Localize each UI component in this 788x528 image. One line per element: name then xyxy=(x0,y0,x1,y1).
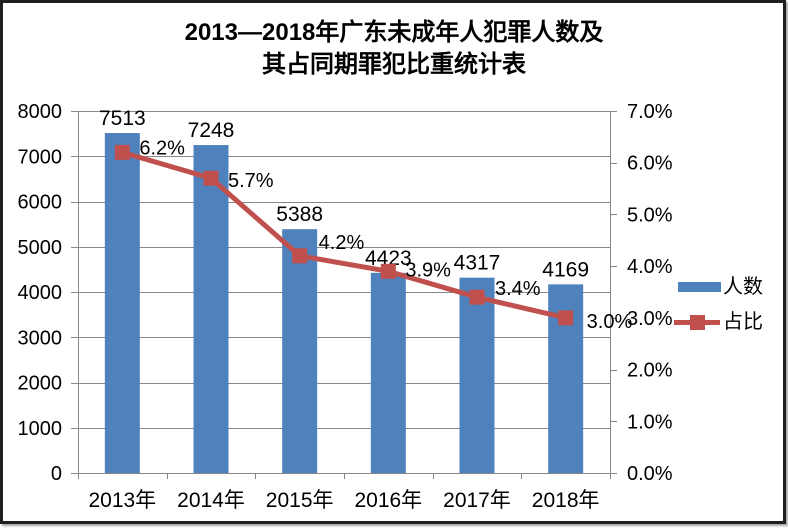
bar-value-label: 4423 xyxy=(365,247,412,270)
line-value-label: 3.9% xyxy=(405,259,451,281)
bar-value-label: 4169 xyxy=(542,258,589,281)
left-axis-tick-label: 8000 xyxy=(18,101,63,123)
x-axis-category-label: 2013年 xyxy=(88,489,156,512)
bar-value-label: 7513 xyxy=(99,107,146,130)
left-axis-tick-label: 3000 xyxy=(18,327,63,349)
bar-2017年 xyxy=(459,277,495,473)
legend-label-zhanbi: 占比 xyxy=(723,311,763,333)
x-axis-category-label: 2018年 xyxy=(532,489,600,512)
legend-line-marker-icon xyxy=(690,315,705,330)
bar-2014年 xyxy=(193,145,229,473)
bar-2013年 xyxy=(104,133,140,473)
x-axis-category-label: 2016年 xyxy=(354,489,422,512)
line-value-label: 3.4% xyxy=(495,278,541,300)
line-marker-2013年 xyxy=(114,144,130,160)
bar-2015年 xyxy=(282,229,318,473)
chart-title: 2013—2018年广东未成年人犯罪人数及 其占同期罪犯比重统计表 xyxy=(0,17,788,81)
left-axis-tick-label: 4000 xyxy=(18,282,63,304)
line-marker-2017年 xyxy=(469,289,485,305)
right-axis-tick-label: 6.0% xyxy=(627,153,673,175)
right-axis-tick-label: 1.0% xyxy=(627,411,673,433)
x-axis-category-label: 2015年 xyxy=(266,489,334,512)
bar-value-label: 7248 xyxy=(188,119,235,142)
right-axis-tick-label: 3.0% xyxy=(627,308,673,330)
line-value-label: 5.7% xyxy=(228,170,274,192)
bar-2016年 xyxy=(370,272,406,473)
line-marker-2014年 xyxy=(203,170,219,186)
percentage-line xyxy=(121,149,567,321)
left-axis-tick-label: 0 xyxy=(51,463,62,485)
legend-bar-swatch-icon xyxy=(678,282,721,292)
right-axis-tick-label: 5.0% xyxy=(627,204,673,226)
right-axis-tick-label: 0.0% xyxy=(627,463,673,485)
left-axis-tick-label: 1000 xyxy=(18,418,63,440)
line-value-label: 6.2% xyxy=(139,137,185,159)
left-axis-tick-label: 6000 xyxy=(18,192,63,214)
chart-title-line-2: 其占同期罪犯比重统计表 xyxy=(262,51,526,78)
line-value-label: 3.0% xyxy=(587,311,633,333)
chart-title-line-1: 2013—2018年广东未成年人犯罪人数及 xyxy=(184,19,604,46)
left-axis-tick-label: 5000 xyxy=(18,237,63,259)
left-axis-tick-label: 2000 xyxy=(18,373,63,395)
line-value-label: 4.2% xyxy=(319,232,365,254)
x-axis-category-label: 2014年 xyxy=(177,489,245,512)
right-axis-tick-label: 2.0% xyxy=(627,360,673,382)
line-marker-2016年 xyxy=(380,263,396,279)
x-axis-category-label: 2017年 xyxy=(443,489,511,512)
line-marker-2015年 xyxy=(292,248,308,264)
legend-label-renshu: 人数 xyxy=(723,276,763,298)
bar-value-label: 4317 xyxy=(454,252,501,275)
bar-value-label: 5388 xyxy=(276,203,323,226)
right-axis-tick-label: 7.0% xyxy=(627,101,673,123)
left-axis-tick-label: 7000 xyxy=(18,146,63,168)
right-axis-tick-label: 4.0% xyxy=(627,256,673,278)
line-marker-2018年 xyxy=(558,310,574,326)
